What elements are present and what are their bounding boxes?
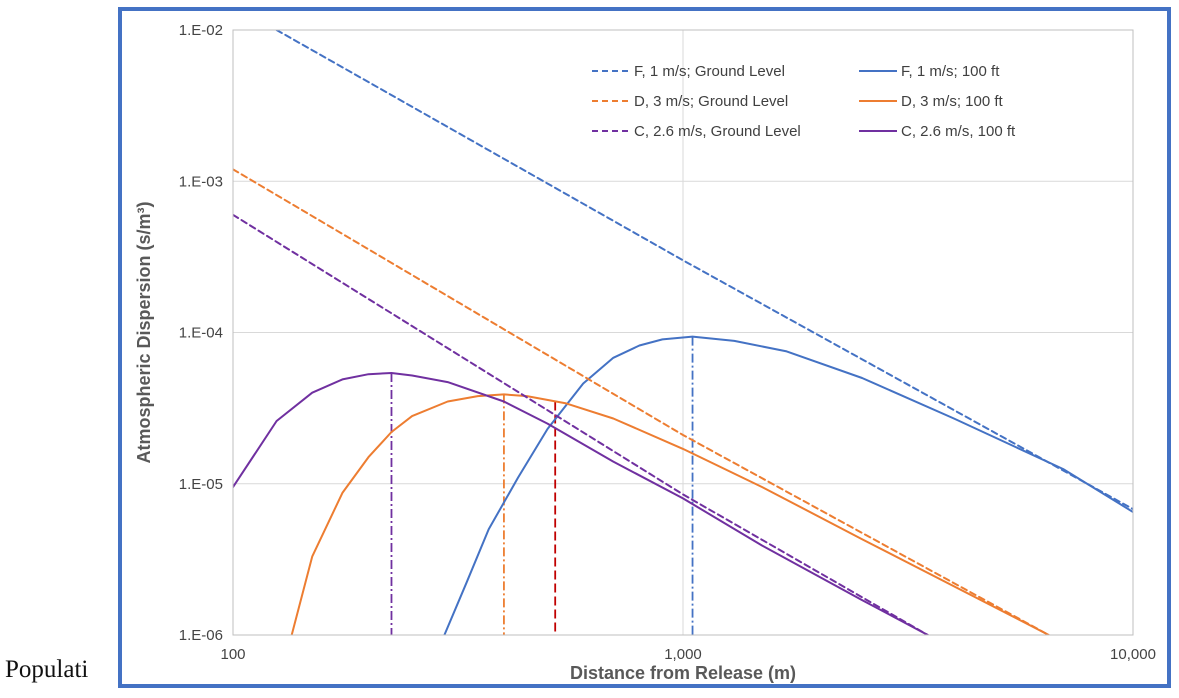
y-tick-label: 1.E-06: [179, 627, 223, 644]
x-axis-title: Distance from Release (m): [570, 663, 796, 683]
legend-label: F, 1 m/s; Ground Level: [634, 63, 785, 80]
x-tick-label: 10,000: [1110, 646, 1156, 663]
series-line-3: [290, 393, 1050, 635]
legend-item-0: F, 1 m/s; Ground Level: [592, 63, 785, 80]
chart: 1.E-02 1.E-03 1.E-04 1.E-05 1.E-06 100 1,000 10…: [134, 22, 1156, 683]
y-tick-label: 1.E-04: [179, 325, 223, 342]
reference-lines: [390, 336, 694, 635]
y-axis-title: Atmospheric Dispersion (s/m³): [134, 201, 154, 463]
legend-item-1: F, 1 m/s; 100 ft: [859, 63, 1000, 80]
legend-label: F, 1 m/s; 100 ft: [901, 63, 1000, 80]
grid: [232, 29, 1134, 636]
series-line-2: [233, 168, 1050, 635]
y-tick-label: 1.E-05: [179, 476, 223, 493]
legend-label: C, 2.6 m/s, 100 ft: [901, 123, 1016, 140]
legend-item-3: D, 3 m/s; 100 ft: [859, 93, 1004, 110]
x-tick-label: 100: [220, 646, 245, 663]
series-line-4: [233, 213, 929, 635]
series: [233, 30, 1133, 635]
legend-label: C, 2.6 m/s, Ground Level: [634, 123, 801, 140]
chart-frame: 1.E-02 1.E-03 1.E-04 1.E-05 1.E-06 100 1,000 10…: [118, 7, 1171, 688]
series-line-5: [233, 372, 929, 635]
legend-label: D, 3 m/s; 100 ft: [901, 93, 1004, 110]
legend: F, 1 m/s; Ground Level F, 1 m/s; 100 ft D,…: [592, 63, 1016, 140]
plot-border: [232, 29, 1134, 636]
series-line-0: [275, 30, 1133, 511]
page-caption: Populati: [5, 656, 89, 683]
legend-label: D, 3 m/s; Ground Level: [634, 93, 788, 110]
series-line-1: [443, 335, 1133, 635]
ticks: 1.E-02 1.E-03 1.E-04 1.E-05 1.E-06 100 1,000 10…: [179, 22, 1156, 663]
y-tick-label: 1.E-02: [179, 22, 223, 39]
legend-item-4: C, 2.6 m/s, Ground Level: [592, 123, 801, 140]
x-tick-label: 1,000: [664, 646, 702, 663]
y-tick-label: 1.E-03: [179, 173, 223, 190]
legend-item-2: D, 3 m/s; Ground Level: [592, 93, 788, 110]
legend-item-5: C, 2.6 m/s, 100 ft: [859, 123, 1016, 140]
